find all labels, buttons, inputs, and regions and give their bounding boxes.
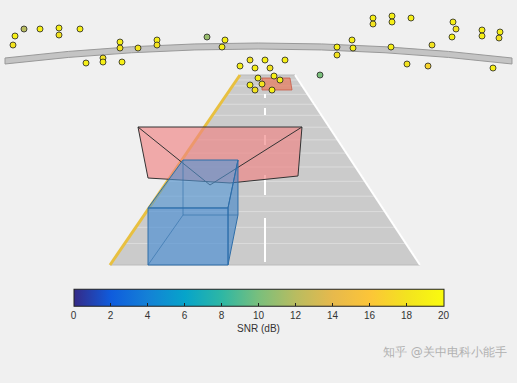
svg-text:18: 18 bbox=[401, 310, 413, 321]
svg-text:0: 0 bbox=[71, 310, 77, 321]
svg-text:12: 12 bbox=[290, 310, 302, 321]
svg-text:6: 6 bbox=[182, 310, 188, 321]
svg-text:2: 2 bbox=[108, 310, 114, 321]
svg-text:SNR (dB): SNR (dB) bbox=[237, 323, 280, 334]
svg-text:8: 8 bbox=[219, 310, 225, 321]
svg-text:14: 14 bbox=[327, 310, 339, 321]
svg-text:知乎 @关中电科小能手: 知乎 @关中电科小能手 bbox=[383, 345, 507, 359]
svg-text:20: 20 bbox=[438, 310, 450, 321]
svg-text:10: 10 bbox=[253, 310, 265, 321]
svg-text:16: 16 bbox=[364, 310, 376, 321]
svg-text:4: 4 bbox=[145, 310, 151, 321]
